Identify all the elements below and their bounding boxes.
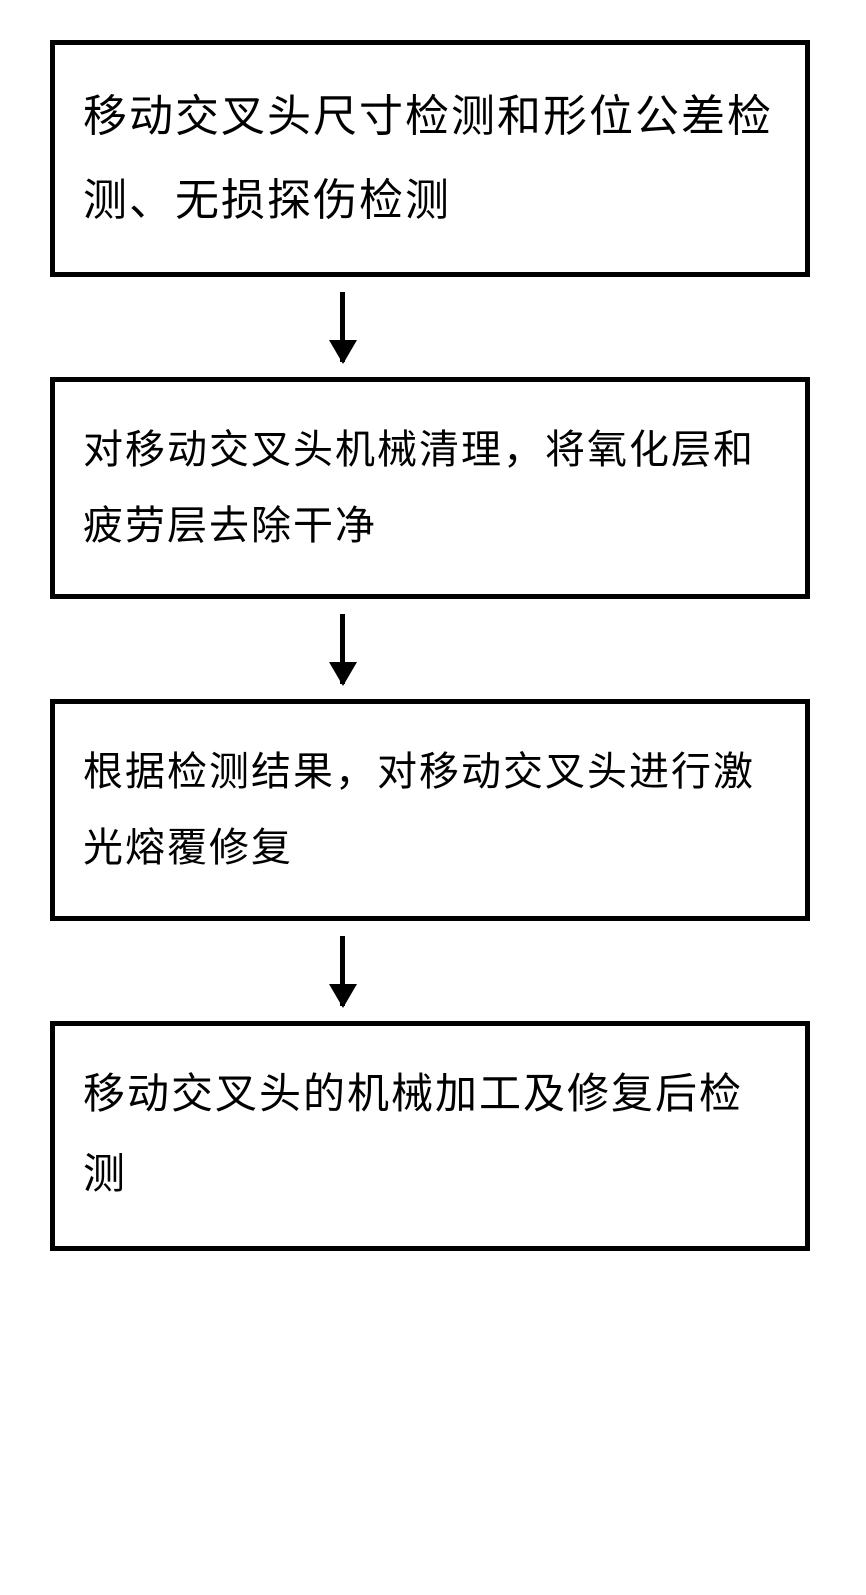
box-text-2: 对移动交叉头机械清理，将氧化层和疲劳层去除干净 <box>83 427 755 548</box>
arrow-container-1 <box>50 277 810 377</box>
box-text-4: 移动交叉头的机械加工及修复后检测 <box>83 1072 743 1198</box>
arrow-container-2 <box>50 599 810 699</box>
arrow-container-3 <box>50 921 810 1021</box>
flowchart-container: 移动交叉头尺寸检测和形位公差检测、无损探伤检测 对移动交叉头机械清理，将氧化层和… <box>50 40 810 1251</box>
box-text-1: 移动交叉头尺寸检测和形位公差检测、无损探伤检测 <box>83 92 773 225</box>
arrow-down-icon <box>340 614 345 684</box>
box-text-3: 根据检测结果，对移动交叉头进行激光熔覆修复 <box>83 749 755 870</box>
flowchart-box-4: 移动交叉头的机械加工及修复后检测 <box>50 1021 810 1251</box>
arrow-down-icon <box>340 936 345 1006</box>
flowchart-box-1: 移动交叉头尺寸检测和形位公差检测、无损探伤检测 <box>50 40 810 277</box>
arrow-down-icon <box>340 292 345 362</box>
flowchart-box-2: 对移动交叉头机械清理，将氧化层和疲劳层去除干净 <box>50 377 810 599</box>
flowchart-box-3: 根据检测结果，对移动交叉头进行激光熔覆修复 <box>50 699 810 921</box>
